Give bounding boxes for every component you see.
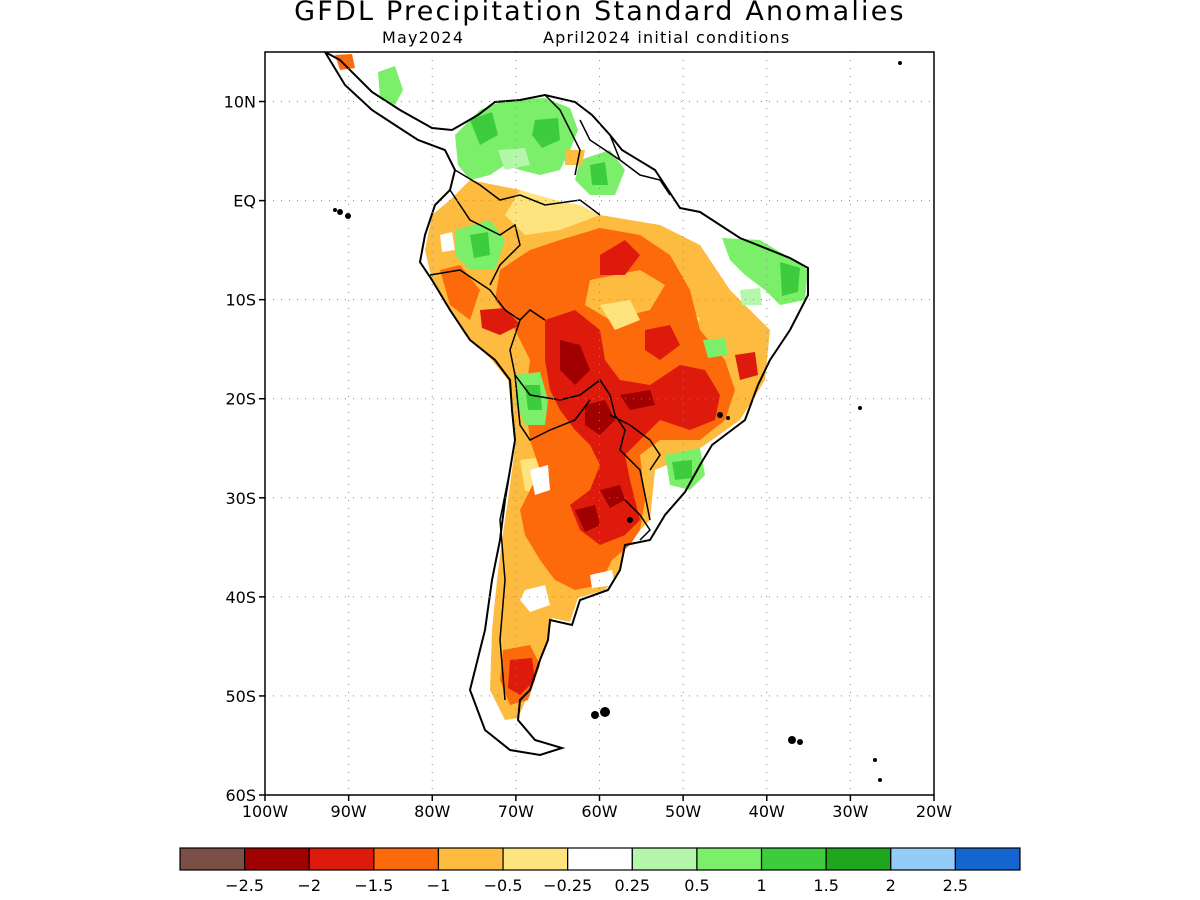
latitude-axis: 10N EQ 10S 20S 30S 40S 50S 60S [224,93,265,805]
lat-tick-label: 50S [225,687,256,706]
legend-label: 0.25 [614,876,650,895]
legend-swatch [696,847,763,871]
legend-swatch [825,847,892,871]
initial-conditions-label: April2024 initial conditions [543,28,791,47]
lon-tick-label: 100W [242,802,289,821]
legend-label: 0.5 [684,876,709,895]
forecast-month: May2024 [382,28,465,47]
lat-tick-label: 10S [225,291,256,310]
longitude-axis: 100W 90W 80W 70W 60W 50W 40W 30W 20W [242,795,952,821]
islands [333,61,902,782]
legend-swatch [244,847,310,871]
legend-swatch [890,847,956,871]
map-plot-area [323,52,902,782]
map-title: GFDL Precipitation Standard Anomalies [294,0,906,27]
lon-tick-label: 40W [749,802,785,821]
legend-swatch [954,847,1021,871]
legend-label: −2 [297,876,321,895]
lon-tick-label: 90W [331,802,367,821]
lat-tick-label: 30S [225,489,256,508]
legend-label: −1.5 [354,876,393,895]
lon-tick-label: 50W [665,802,701,821]
legend-label: −2.5 [225,876,264,895]
lon-tick-label: 30W [832,802,868,821]
legend-swatch [567,847,633,871]
legend-label: −1 [427,876,451,895]
lat-tick-label: 60S [225,786,256,805]
legend-swatch [437,847,504,871]
legend-label: −0.5 [484,876,523,895]
legend-label: 2 [886,876,896,895]
lon-tick-label: 60W [581,802,617,821]
legend-swatch [373,847,440,871]
positive-anomaly-shading [335,54,808,490]
lat-tick-label: EQ [233,192,256,211]
coastlines [323,52,809,757]
lat-tick-label: 20S [225,390,256,409]
lat-tick-label: 40S [225,588,256,607]
color-legend: −2.5 −2 −1.5 −1 −0.5 −0.25 0.25 0.5 1 1.5 2 2.5 [179,847,1021,895]
legend-swatch [308,847,375,871]
legend-swatch [760,847,827,871]
legend-label: −0.25 [543,876,592,895]
lat-tick-label: 10N [224,93,256,112]
legend-label: 1.5 [813,876,838,895]
legend-label: 2.5 [943,876,968,895]
legend-swatch [631,847,698,871]
lon-tick-label: 20W [916,802,952,821]
legend-swatch [502,847,569,871]
legend-label: 1 [756,876,766,895]
lon-tick-label: 70W [498,802,534,821]
legend-swatch [179,847,246,871]
lon-tick-label: 80W [414,802,450,821]
